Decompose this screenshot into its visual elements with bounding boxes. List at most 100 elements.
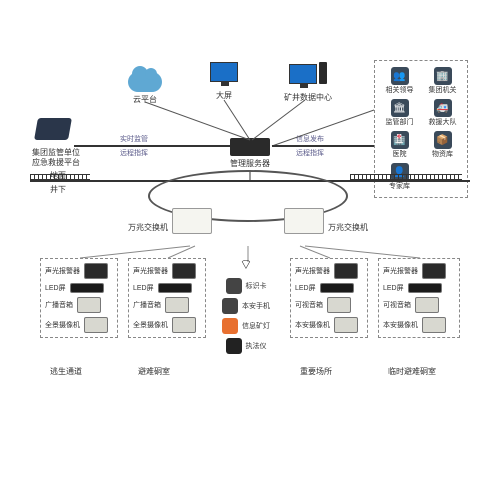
cloud-icon [128,72,162,92]
device-row-icon [84,263,108,279]
device-row-icon [172,317,196,333]
bigscreen-node: 大屏 [210,62,238,101]
device-row-label: 全景摄像机 [45,320,80,330]
management-server-node: 管理服务器 [230,138,270,169]
center-devices-column: ⌔ 标识卡本安手机信息矿灯执法仪 [222,256,270,354]
server-tower-icon [319,62,327,84]
switch-right-node [284,208,324,234]
device-row-label: LED屏 [133,283,154,293]
cloud-platform-node: 云平台 [128,72,162,105]
device-row: 声光报警器 [295,263,363,279]
edge-label-remote2: 远程指挥 [296,148,324,158]
switch-icon [172,208,212,234]
stakeholder-item: 👥相关领导 [381,67,418,95]
device-icon [222,298,238,314]
stakeholder-label: 医院 [393,149,407,159]
device-row-label: 声光报警器 [295,266,330,276]
device-row-label: LED屏 [295,283,316,293]
device-row-icon [84,317,108,333]
datacenter-node: 矿井数据中心 [284,62,332,103]
switch-left-node [172,208,212,234]
device-row-icon [415,297,439,313]
monitor-icon [289,64,317,84]
stakeholder-item: 🏥医院 [381,131,418,159]
device-row-label: 声光报警器 [383,266,418,276]
location-box-title: 避难硐室 [138,366,170,377]
stakeholder-item: 🏢集团机关 [424,67,461,95]
device-row-label: 可视音箱 [383,300,411,310]
stakeholder-label: 物资库 [432,149,453,159]
device-row-label: LED屏 [45,283,66,293]
stakeholder-label: 集团机关 [429,85,457,95]
device-row: 全景摄像机 [133,317,201,333]
device-row: LED屏 [133,283,201,293]
device-row: 声光报警器 [383,263,455,279]
location-box: 声光报警器 LED屏可视音箱本安摄像机 [290,258,368,338]
device-row-icon [320,283,354,293]
device-label: 执法仪 [246,341,267,351]
device-row-label: 全景摄像机 [133,320,168,330]
bigscreen-label: 大屏 [216,90,232,101]
device-row: 广播音箱 [133,297,201,313]
device-row: 本安摄像机 [383,317,455,333]
device-row-label: 声光报警器 [133,266,168,276]
device-icon [226,278,242,294]
device-row: 可视音箱 [295,297,363,313]
center-device-item: 信息矿灯 [222,318,270,334]
device-row: 广播音箱 [45,297,113,313]
device-row-label: 广播音箱 [45,300,73,310]
supervision-platform-node [36,118,70,140]
platform-icon [34,118,72,140]
level-underground-label: 井下 [50,184,66,195]
location-box: 声光报警器 LED屏广播音箱全景摄像机 [128,258,206,338]
center-device-item: 本安手机 [222,298,270,314]
stakeholder-icon: 🏛 [391,99,409,117]
center-device-item: 执法仪 [226,338,267,354]
device-row-label: LED屏 [383,283,404,293]
switch-left-label: 万兆交换机 [128,222,168,233]
switch-icon [284,208,324,234]
device-row: 可视音箱 [383,297,455,313]
device-row-label: 广播音箱 [133,300,161,310]
device-row: LED屏 [383,283,455,293]
device-row-icon [158,283,192,293]
stakeholder-item: 🏛监管部门 [381,99,418,127]
device-icon [222,318,238,334]
stakeholder-label: 专家库 [389,181,410,191]
device-row: 声光报警器 [133,263,201,279]
device-row-label: 本安摄像机 [383,320,418,330]
edge-label-publish: 信息发布 [296,134,324,144]
device-row-icon [422,317,446,333]
device-row: 全景摄像机 [45,317,113,333]
wifi-icon: ⌔ [239,256,252,274]
level-ground-label: 地面 [50,170,66,181]
stakeholder-item: 📦物资库 [424,131,461,159]
stakeholder-label: 相关领导 [386,85,414,95]
device-row: 本安摄像机 [295,317,363,333]
device-row-icon [334,317,358,333]
device-row-icon [70,283,104,293]
location-box-title: 临时避难硐室 [388,366,436,377]
stakeholder-icon: 👥 [391,67,409,85]
location-box: 声光报警器 LED屏广播音箱全景摄像机 [40,258,118,338]
monitor-icon [210,62,238,82]
device-label: 本安手机 [242,301,270,311]
device-row-icon [422,263,446,279]
edge-label-remote1: 远程指挥 [120,148,148,158]
location-box-title: 逃生通道 [50,366,82,377]
device-row: LED屏 [45,283,113,293]
device-row-icon [165,297,189,313]
stakeholder-item: 🚑救援大队 [424,99,461,127]
stakeholder-icon: 🚑 [434,99,452,117]
stakeholder-label: 救援大队 [429,117,457,127]
device-row: 声光报警器 [45,263,113,279]
device-row: LED屏 [295,283,363,293]
device-label: 信息矿灯 [242,321,270,331]
device-row-icon [327,297,351,313]
device-row-label: 声光报警器 [45,266,80,276]
cloud-label: 云平台 [133,94,157,105]
center-device-item: 标识卡 [226,278,267,294]
device-icon [226,338,242,354]
device-row-icon [172,263,196,279]
location-box: 声光报警器 LED屏可视音箱本安摄像机 [378,258,460,338]
